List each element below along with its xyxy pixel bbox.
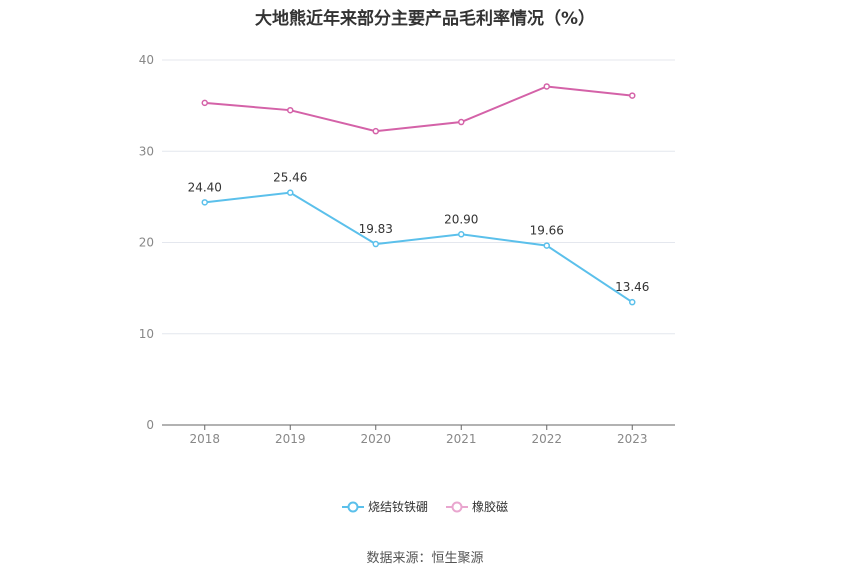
legend-item-series-2[interactable]: 橡胶磁 [446, 498, 508, 515]
x-tick-label: 2023 [617, 432, 648, 446]
data-point [287, 106, 294, 114]
data-point [201, 199, 208, 206]
x-tick-label: 2019 [275, 432, 306, 446]
data-point [201, 99, 208, 107]
data-point [458, 118, 465, 126]
chart-title: 大地熊近年来部分主要产品毛利率情况（%） [254, 9, 596, 29]
data-point [372, 240, 379, 248]
series-line-1 [204, 191, 633, 304]
data-point [629, 92, 636, 99]
y-tick-label: 10 [139, 327, 154, 341]
y-tick-label: 0 [146, 418, 154, 432]
x-tick-label: 2022 [531, 432, 562, 446]
data-point [543, 83, 550, 90]
data-label: 19.83 [359, 222, 393, 236]
y-tick-label: 30 [139, 144, 154, 158]
x-tick-label: 2021 [446, 432, 477, 446]
data-label: 24.40 [188, 180, 222, 194]
data-label: 25.46 [273, 171, 307, 185]
legend-item-series-1[interactable]: 烧结钕铁硼 [341, 498, 428, 515]
x-tick-label: 2020 [360, 432, 391, 446]
data-label: 19.66 [530, 224, 564, 238]
data-point [287, 189, 294, 196]
legend-marker-series-1 [341, 501, 364, 512]
data-point [458, 231, 465, 238]
legend: 烧结钕铁硼 橡胶磁 [0, 498, 850, 515]
data-label: 13.46 [615, 280, 649, 294]
legend-label-series-1: 烧结钕铁硼 [367, 500, 428, 514]
series-line-2 [204, 85, 633, 133]
data-point [543, 242, 550, 249]
data-source: 数据来源：恒生聚源 [366, 551, 484, 566]
y-tick-label: 40 [139, 53, 154, 67]
data-label: 20.90 [444, 212, 478, 226]
legend-label-series-2: 橡胶磁 [472, 500, 509, 514]
x-tick-label: 2018 [189, 432, 220, 446]
data-point [629, 298, 636, 306]
y-tick-label: 20 [139, 236, 154, 250]
data-point [372, 127, 379, 135]
legend-marker-series-2 [446, 501, 468, 512]
